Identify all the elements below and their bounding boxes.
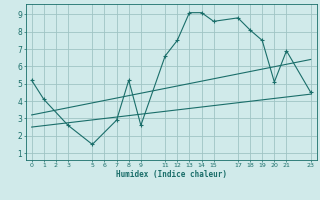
X-axis label: Humidex (Indice chaleur): Humidex (Indice chaleur) [116,170,227,179]
